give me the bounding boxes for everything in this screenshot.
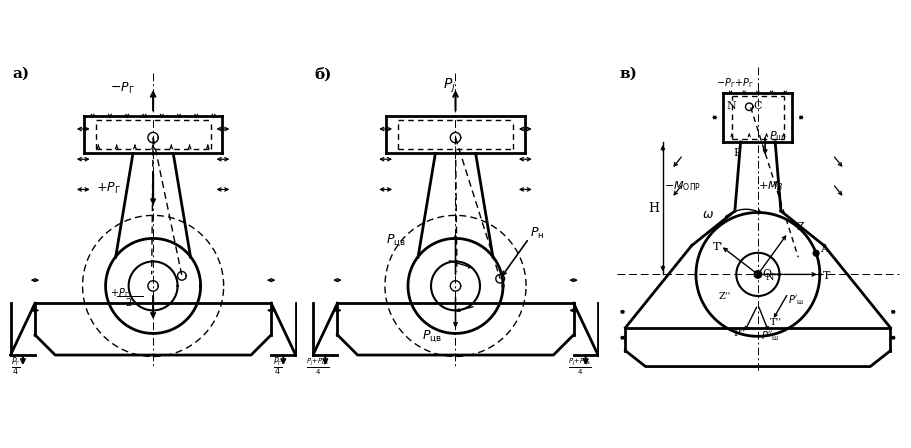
Polygon shape [148, 281, 159, 291]
Text: T': T' [713, 242, 723, 252]
Text: $P''_{\rm ш}$: $P''_{\rm ш}$ [761, 329, 779, 343]
Polygon shape [496, 275, 505, 283]
Text: в): в) [619, 67, 638, 81]
Text: $P_{\rm цв}$: $P_{\rm цв}$ [386, 233, 406, 250]
Text: A: A [821, 244, 828, 254]
Text: Z: Z [797, 222, 804, 232]
Text: $P_{\rm цв}$: $P_{\rm цв}$ [423, 328, 443, 345]
Polygon shape [178, 271, 186, 280]
Polygon shape [814, 250, 819, 256]
Text: $\frac{P_\Gamma}{4}$: $\frac{P_\Gamma}{4}$ [272, 356, 282, 379]
Text: $+M_B$: $+M_B$ [758, 180, 783, 193]
Text: P: P [733, 148, 741, 158]
Text: $+P_\Gamma$: $+P_\Gamma$ [110, 286, 129, 300]
Polygon shape [754, 271, 762, 278]
Text: $P_{\rm н}$: $P_{\rm н}$ [530, 226, 545, 241]
Text: N: N [726, 101, 736, 111]
Text: $\omega$: $\omega$ [701, 208, 713, 221]
Text: O: O [763, 269, 772, 279]
Polygon shape [450, 133, 461, 143]
Text: C: C [753, 101, 763, 111]
Text: $\overline{\ \ \ 2\ \ \ }$: $\overline{\ \ \ 2\ \ \ }$ [116, 294, 143, 309]
Text: N'': N'' [765, 273, 779, 282]
Text: $\frac{P_j{+}P_{\rm цв}}{4}$: $\frac{P_j{+}P_{\rm цв}}{4}$ [568, 356, 591, 377]
Polygon shape [148, 133, 159, 143]
Polygon shape [450, 281, 461, 291]
Text: $\frac{P_\Gamma}{4}$: $\frac{P_\Gamma}{4}$ [11, 356, 20, 379]
Text: P'': P'' [733, 329, 745, 338]
Polygon shape [745, 103, 753, 111]
Text: $-M_{\rm ОПР}$: $-M_{\rm ОПР}$ [664, 180, 701, 193]
Text: $-P_\Gamma$: $-P_\Gamma$ [110, 81, 135, 95]
Text: $\frac{P_j{+}P_{\rm цв}}{4}$: $\frac{P_j{+}P_{\rm цв}}{4}$ [306, 356, 330, 377]
Text: $-P_\Gamma{+}P_\Gamma$: $-P_\Gamma{+}P_\Gamma$ [716, 76, 754, 90]
Text: $P_j$: $P_j$ [443, 77, 456, 95]
Text: T'': T'' [770, 318, 782, 327]
Text: H: H [649, 202, 660, 215]
Text: Z'': Z'' [719, 292, 732, 301]
Text: $P'_{\rm ш}$: $P'_{\rm ш}$ [788, 293, 804, 307]
Text: $+P_\Gamma$: $+P_\Gamma$ [96, 181, 120, 196]
Text: б): б) [314, 67, 332, 82]
Text: T: T [823, 271, 830, 281]
Text: $P_{\rm ш}$: $P_{\rm ш}$ [770, 129, 784, 143]
Text: а): а) [12, 67, 29, 81]
